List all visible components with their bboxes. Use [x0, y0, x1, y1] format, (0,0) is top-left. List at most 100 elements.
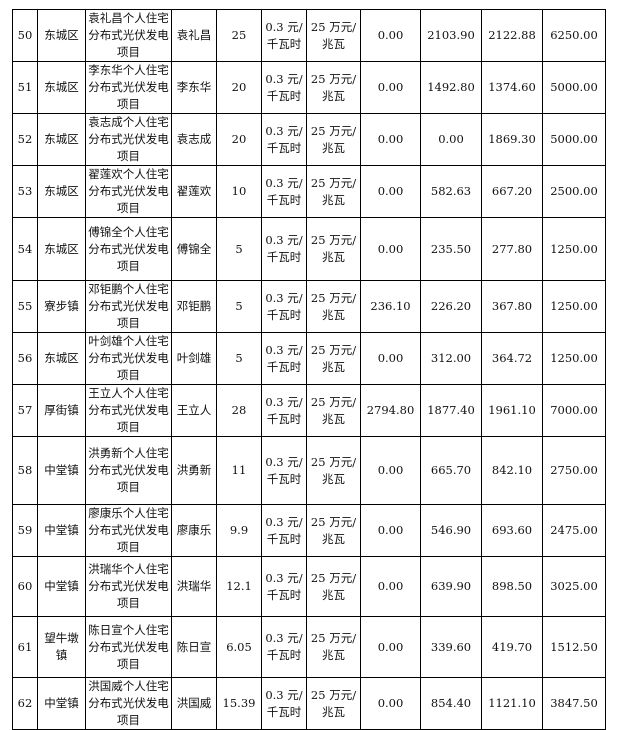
amount-4-cell: 5000.00 — [542, 61, 606, 114]
amount-4-cell: 6250.00 — [542, 9, 606, 62]
price-text: 千瓦时 — [266, 250, 302, 264]
subsidy-rate-text: 25 万元/ — [310, 19, 357, 34]
project-name-cell: 李东华个人住宅分布式光伏发电项目 — [85, 61, 172, 114]
price-text: 千瓦时 — [266, 531, 302, 546]
price-cell: 0.3 元/千瓦时 — [261, 61, 307, 114]
amount-2-cell: 339.60 — [420, 616, 482, 678]
capacity-cell: 6.05 — [216, 616, 262, 678]
district-cell: 中堂镇 — [37, 677, 86, 730]
subsidy-rate-cell: 25 万元/兆瓦 — [306, 616, 361, 678]
amount-4-cell: 1250.00 — [542, 280, 606, 333]
subsidy-rate-text: 25 万元/ — [310, 123, 357, 138]
amount-1-cell: 0.00 — [360, 165, 421, 218]
owner-cell: 廖康乐 — [171, 504, 217, 557]
owner-cell: 王立人 — [171, 384, 217, 437]
subsidy-rate-text: 兆瓦 — [322, 411, 345, 426]
project-name-cell: 洪国威个人住宅分布式光伏发电项目 — [85, 677, 172, 730]
amount-1-cell: 0.00 — [360, 113, 421, 166]
capacity-cell: 9.9 — [216, 504, 262, 557]
subsidy-rate-text: 兆瓦 — [322, 140, 345, 155]
amount-1-cell: 0.00 — [360, 61, 421, 114]
subsidy-rate-cell: 25 万元/兆瓦 — [306, 217, 361, 281]
subsidy-rate-text: 25 万元/ — [310, 71, 357, 86]
price-cell: 0.3 元/千瓦时 — [261, 113, 307, 166]
subsidy-rate-cell: 25 万元/兆瓦 — [306, 556, 361, 617]
subsidy-rate-cell: 25 万元/兆瓦 — [306, 113, 361, 166]
table-row: 55 寮步镇 邓钜鹏个人住宅分布式光伏发电项目 邓钜鹏 5 0.3 元/千瓦时 25 万元/… — [12, 280, 606, 333]
district-cell: 中堂镇 — [37, 504, 86, 557]
table-row: 59 中堂镇 廖康乐个人住宅分布式光伏发电项目 廖康乐 9.9 0.3 元/千瓦时 25 万… — [12, 504, 606, 557]
row-number-cell: 62 — [12, 677, 38, 730]
amount-3-cell: 667.20 — [481, 165, 543, 218]
price-text: 0.3 元/ — [265, 123, 303, 138]
subsidy-table: 50 东城区 袁礼昌个人住宅分布式光伏发电项目 袁礼昌 25 0.3 元/千瓦时 25 万元… — [12, 9, 606, 730]
project-name-cell: 洪瑞华个人住宅分布式光伏发电项目 — [85, 556, 172, 617]
amount-2-cell: 2103.90 — [420, 9, 482, 62]
subsidy-rate-text: 25 万元/ — [310, 175, 357, 190]
capacity-cell: 15.39 — [216, 677, 262, 730]
project-name-cell: 袁志成个人住宅分布式光伏发电项目 — [85, 113, 172, 166]
district-cell: 望牛墩镇 — [37, 616, 86, 678]
project-name-cell: 陈日宣个人住宅分布式光伏发电项目 — [85, 616, 172, 678]
amount-2-cell: 1877.40 — [420, 384, 482, 437]
amount-4-cell: 1250.00 — [542, 217, 606, 281]
price-text: 0.3 元/ — [265, 514, 303, 529]
price-cell: 0.3 元/千瓦时 — [261, 217, 307, 281]
amount-3-cell: 1121.10 — [481, 677, 543, 730]
price-text: 0.3 元/ — [265, 631, 303, 645]
owner-cell: 洪瑞华 — [171, 556, 217, 617]
price-text: 千瓦时 — [266, 704, 302, 719]
subsidy-rate-text: 25 万元/ — [310, 514, 357, 529]
owner-cell: 傅锦全 — [171, 217, 217, 281]
subsidy-rate-text: 兆瓦 — [322, 704, 345, 719]
district-cell: 东城区 — [37, 61, 86, 114]
price-text: 千瓦时 — [266, 36, 302, 51]
row-number-cell: 53 — [12, 165, 38, 218]
amount-1-cell: 236.10 — [360, 280, 421, 333]
row-number-cell: 57 — [12, 384, 38, 437]
project-name-cell: 袁礼昌个人住宅分布式光伏发电项目 — [85, 9, 172, 62]
capacity-cell: 20 — [216, 61, 262, 114]
amount-1-cell: 0.00 — [360, 436, 421, 505]
capacity-cell: 11 — [216, 436, 262, 505]
amount-3-cell: 2122.88 — [481, 9, 543, 62]
subsidy-rate-text: 兆瓦 — [322, 471, 345, 486]
row-number-cell: 60 — [12, 556, 38, 617]
amount-2-cell: 546.90 — [420, 504, 482, 557]
amount-2-cell: 854.40 — [420, 677, 482, 730]
district-cell: 中堂镇 — [37, 436, 86, 505]
subsidy-rate-cell: 25 万元/兆瓦 — [306, 332, 361, 385]
owner-cell: 叶剑雄 — [171, 332, 217, 385]
amount-3-cell: 364.72 — [481, 332, 543, 385]
price-text: 0.3 元/ — [265, 342, 303, 357]
amount-1-cell: 0.00 — [360, 504, 421, 557]
subsidy-rate-text: 兆瓦 — [322, 359, 345, 374]
amount-1-cell: 0.00 — [360, 677, 421, 730]
subsidy-rate-text: 25 万元/ — [310, 631, 357, 645]
owner-cell: 袁礼昌 — [171, 9, 217, 62]
price-cell: 0.3 元/千瓦时 — [261, 504, 307, 557]
amount-4-cell: 2475.00 — [542, 504, 606, 557]
owner-cell: 邓钜鹏 — [171, 280, 217, 333]
capacity-cell: 25 — [216, 9, 262, 62]
price-text: 0.3 元/ — [265, 71, 303, 86]
amount-1-cell: 0.00 — [360, 217, 421, 281]
subsidy-rate-cell: 25 万元/兆瓦 — [306, 677, 361, 730]
price-text: 0.3 元/ — [265, 19, 303, 34]
amount-2-cell: 639.90 — [420, 556, 482, 617]
subsidy-rate-text: 25 万元/ — [310, 394, 357, 409]
price-text: 0.3 元/ — [265, 290, 303, 305]
price-cell: 0.3 元/千瓦时 — [261, 436, 307, 505]
amount-2-cell: 665.70 — [420, 436, 482, 505]
table-row: 51 东城区 李东华个人住宅分布式光伏发电项目 李东华 20 0.3 元/千瓦时 25 万元… — [12, 61, 606, 114]
amount-3-cell: 277.80 — [481, 217, 543, 281]
row-number-cell: 52 — [12, 113, 38, 166]
subsidy-rate-text: 兆瓦 — [322, 250, 345, 264]
price-text: 千瓦时 — [266, 587, 302, 602]
amount-1-cell: 0.00 — [360, 9, 421, 62]
subsidy-rate-cell: 25 万元/兆瓦 — [306, 280, 361, 333]
subsidy-rate-text: 兆瓦 — [322, 307, 345, 322]
project-name-cell: 邓钜鹏个人住宅分布式光伏发电项目 — [85, 280, 172, 333]
amount-3-cell: 1869.30 — [481, 113, 543, 166]
amount-4-cell: 5000.00 — [542, 113, 606, 166]
